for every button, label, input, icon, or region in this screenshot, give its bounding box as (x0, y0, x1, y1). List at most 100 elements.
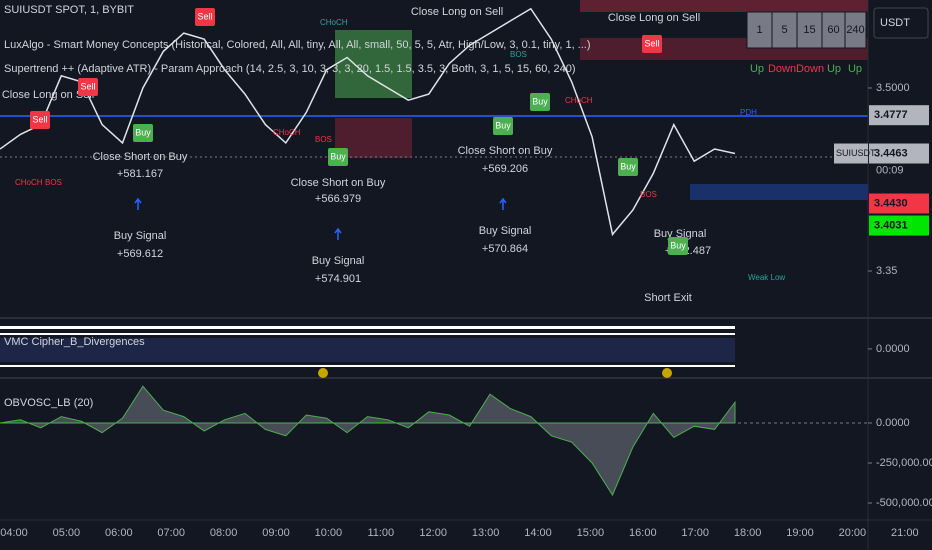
trend-label: Up (827, 63, 841, 75)
y-tick-label: 0.0000 (876, 343, 910, 355)
x-tick-label: 13:00 (472, 527, 500, 539)
annotation: +569.206 (482, 163, 528, 175)
structure-label: BOS (640, 190, 657, 199)
x-tick-label: 14:00 (524, 527, 552, 539)
signal-arrow (134, 197, 142, 210)
price-line (0, 7, 736, 237)
annotation: +581.167 (117, 168, 163, 180)
annotation: Close Long on Sell (411, 6, 503, 18)
structure-label: CHoCH (15, 178, 43, 187)
x-tick-label: 18:00 (734, 527, 762, 539)
timeframe-label[interactable]: 15 (803, 24, 815, 36)
timeframe-label[interactable]: 240 (846, 24, 864, 36)
annotation: Close Short on Buy (93, 151, 188, 163)
band-line (0, 326, 735, 329)
annotation: Close Long on Sell (2, 89, 94, 101)
signal-text: Sell (197, 11, 212, 21)
annotation: +574.901 (315, 273, 361, 285)
structure-label: CHoCH (320, 18, 348, 27)
x-tick-label: 11:00 (367, 527, 394, 539)
timeframe-cell[interactable] (844, 11, 867, 49)
price-label-bg (869, 193, 929, 214)
signal-text: Sell (80, 81, 95, 91)
structure-label: PDH (740, 108, 757, 117)
signal-text: Buy (620, 161, 636, 171)
annotation: Short Exit (644, 292, 692, 304)
order-block (335, 30, 412, 98)
price-label-bg (869, 143, 929, 164)
x-tick-label: 09:00 (262, 527, 290, 539)
trend-label: Down (796, 63, 824, 75)
annotation: Close Short on Buy (458, 145, 553, 157)
countdown: 00:09 (876, 164, 904, 176)
x-tick-label: 06:00 (105, 527, 133, 539)
signal-badge (642, 35, 662, 53)
structure-label: BOS (45, 178, 62, 187)
wave-area (0, 338, 735, 362)
timeframe-cell[interactable] (746, 11, 773, 49)
signal-badge (668, 237, 688, 255)
x-tick-label: 19:00 (786, 527, 814, 539)
signal-badge (78, 78, 98, 96)
demand-zone (690, 184, 868, 200)
trend-label: Up (750, 63, 764, 75)
timeframe-cell[interactable] (796, 11, 823, 49)
annotation: Buy Signal (654, 228, 707, 240)
signal-badge (328, 148, 348, 166)
signal-badge (618, 158, 638, 176)
x-tick-label: 16:00 (629, 527, 657, 539)
structure-label: CHoCH (273, 128, 301, 137)
y-tick-label: 3.35 (876, 265, 897, 277)
divergence-dot (662, 368, 672, 378)
signal-text: Buy (330, 151, 346, 161)
signal-text: Buy (532, 96, 548, 106)
annotation: Close Short on Buy (291, 177, 386, 189)
trend-label: Up (848, 63, 862, 75)
signal-badge (493, 117, 513, 135)
x-tick-label: 05:00 (53, 527, 81, 539)
currency-box[interactable] (873, 7, 929, 39)
structure-label: CHoCH (565, 96, 593, 105)
indicator-legend: Supertrend ++ (Adaptive ATR) - Param App… (4, 63, 576, 75)
x-tick-label: 10:00 (315, 527, 343, 539)
annotation: +566.979 (315, 193, 361, 205)
signal-badge (30, 111, 50, 129)
y-tick-label: 0.0000 (876, 417, 910, 429)
symbol-tag-text: SUIUSDT (836, 148, 876, 158)
y-tick-label: 3.5000 (876, 82, 910, 94)
annotation: Buy Signal (114, 230, 167, 242)
signal-text: Sell (32, 114, 47, 124)
currency[interactable]: USDT (880, 17, 910, 29)
band-line (0, 365, 735, 367)
timeframe-label[interactable]: 60 (827, 24, 839, 36)
x-tick-label: 07:00 (157, 527, 185, 539)
timeframe-label[interactable]: 1 (756, 24, 762, 36)
price-label-bg (869, 215, 929, 236)
signal-text: Buy (670, 240, 686, 250)
signal-text: Buy (495, 120, 511, 130)
y-tick-label: -500,000.0000 (876, 497, 932, 509)
x-tick-label: 12:00 (419, 527, 447, 539)
indicator-legend: LuxAlgo - Smart Money Concepts (Historic… (4, 39, 591, 51)
signal-arrow (334, 227, 342, 240)
x-tick-label: 15:00 (577, 527, 605, 539)
signal-badge (530, 93, 550, 111)
structure-label: Weak Low (748, 273, 785, 282)
x-tick-label: 17:00 (681, 527, 709, 539)
annotation: Buy Signal (312, 255, 365, 267)
price-label: 3.4430 (874, 197, 908, 209)
timeframe-label[interactable]: 5 (781, 24, 787, 36)
annotation: +569.612 (117, 248, 163, 260)
price-label: 3.4031 (874, 219, 908, 231)
signal-arrow (499, 197, 507, 210)
divergence-dot (318, 368, 328, 378)
signal-text: Buy (135, 127, 151, 137)
signal-badge (195, 8, 215, 26)
timeframe-cell[interactable] (771, 11, 798, 49)
x-tick-label: 04:00 (0, 527, 28, 539)
band-line (0, 333, 735, 335)
price-label: 3.4777 (874, 109, 908, 121)
annotation: +570.864 (482, 243, 528, 255)
